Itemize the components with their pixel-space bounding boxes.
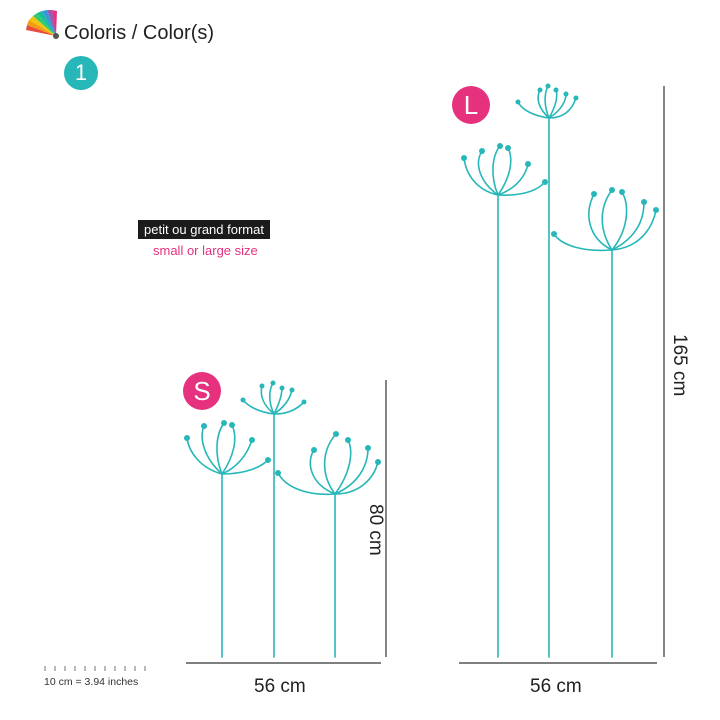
format-label-en: small or large size (153, 243, 258, 258)
scale-label: 10 cm = 3.94 inches (44, 676, 139, 688)
size-badge-small: S (183, 372, 221, 410)
small-flower-right (277, 433, 379, 658)
small-flower-left (186, 422, 269, 658)
format-label-fr: petit ou grand format (138, 220, 270, 239)
large-width-label: 56 cm (530, 676, 582, 697)
small-flower-middle (242, 382, 305, 658)
large-height-label: 165 cm (669, 334, 690, 397)
large-flower-left (463, 145, 546, 658)
size-badge-large: L (452, 86, 490, 124)
scale-ruler (44, 666, 146, 671)
large-flower-right (553, 189, 657, 658)
small-width-label: 56 cm (254, 676, 306, 697)
small-height-label: 80 cm (365, 504, 386, 556)
color-fan-icon (26, 10, 59, 39)
page-title: Coloris / Color(s) (64, 22, 215, 44)
large-flower-middle (517, 85, 577, 658)
color-count-badge: 1 (64, 56, 98, 90)
